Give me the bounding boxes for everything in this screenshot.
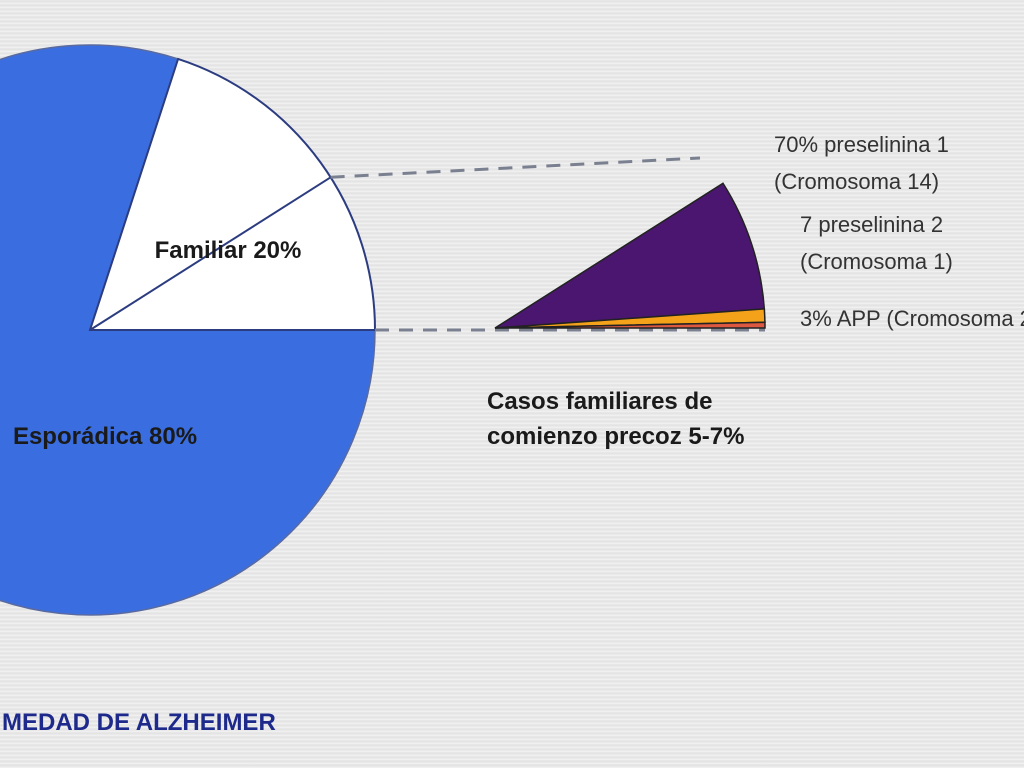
footer-title: MEDAD DE ALZHEIMER bbox=[2, 709, 276, 736]
wedge-label-presenilin1-line1: 70% preselinina 1 bbox=[774, 132, 949, 157]
connector-upper bbox=[330, 156, 701, 179]
wedge-label-app: 3% APP (Cromosoma 21) bbox=[800, 306, 1024, 331]
breakdown-slice-0 bbox=[494, 182, 766, 329]
wedge-label-presenilin1-line2: (Cromosoma 14) bbox=[774, 169, 939, 194]
slice-label-esporadica: Esporádica 80% bbox=[13, 423, 197, 450]
wedge-label-presenilin2-line2: (Cromosoma 1) bbox=[800, 249, 953, 274]
caption-line1: Casos familiares de bbox=[487, 388, 712, 415]
connector-lines bbox=[330, 156, 765, 332]
caption-line2: comienzo precoz 5-7% bbox=[487, 423, 744, 450]
slice-label-familiar: Familiar 20% bbox=[155, 237, 302, 264]
main-pie bbox=[0, 44, 377, 616]
familiar-divider bbox=[89, 176, 332, 331]
familial-breakdown-wedge bbox=[494, 182, 766, 329]
breakdown-slice-2 bbox=[494, 321, 766, 329]
slice-familiar bbox=[88, 57, 377, 331]
wedge-label-presenilin2-line1: 7 preselinina 2 bbox=[800, 212, 943, 237]
